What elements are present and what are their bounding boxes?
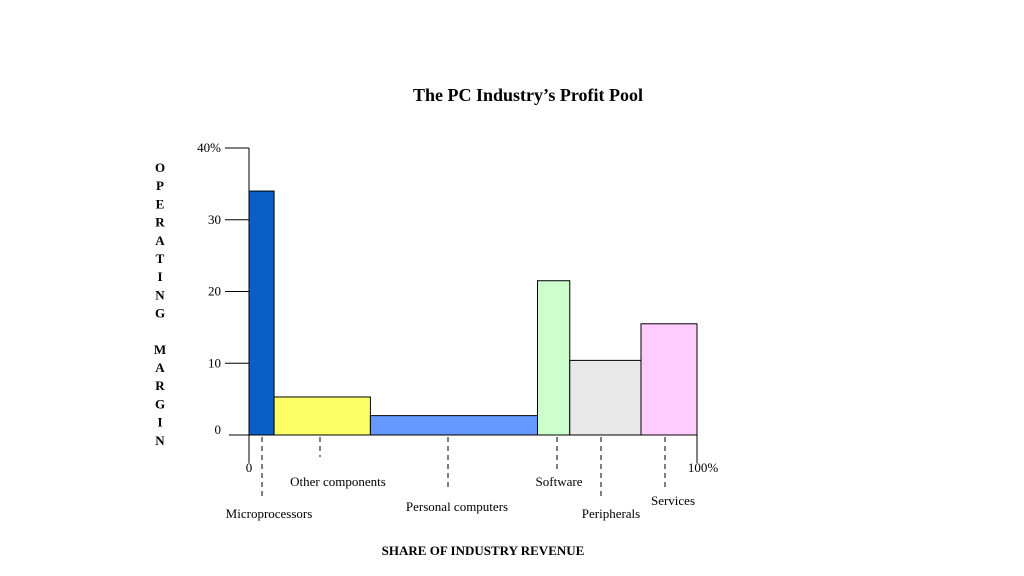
y-label-letter: G xyxy=(155,396,165,411)
y-label-letter: T xyxy=(156,251,165,266)
y-label-letter: N xyxy=(155,433,165,448)
y-label-letter: A xyxy=(155,360,165,375)
bar-other-components xyxy=(273,396,371,436)
y-label-letter: O xyxy=(155,160,165,175)
bar-software xyxy=(537,280,571,436)
y-label-letter: R xyxy=(155,378,165,393)
y-label-letter: N xyxy=(155,287,165,302)
y-label-letter: M xyxy=(154,342,166,357)
chart-title: The PC Industry’s Profit Pool xyxy=(413,85,643,105)
category-label-services: Services xyxy=(651,493,695,508)
y-label-letter: E xyxy=(156,196,165,211)
y-tick-label: 20 xyxy=(208,284,221,299)
y-label-letter: P xyxy=(156,178,164,193)
category-label-other-components: Other components xyxy=(290,474,386,489)
y-label-letter: A xyxy=(155,233,165,248)
x-tick-label: 0 xyxy=(246,460,253,475)
bar-peripherals xyxy=(569,359,642,436)
category-label-software: Software xyxy=(536,474,583,489)
y-tick-label: 10 xyxy=(208,355,221,370)
y-label-letter: G xyxy=(155,306,165,321)
bars-layer xyxy=(248,190,698,436)
x-axis-label: SHARE OF INDUSTRY REVENUE xyxy=(382,543,585,558)
category-label-microprocessors: Microprocessors xyxy=(226,506,313,521)
y-label-letter: I xyxy=(157,415,162,430)
axes-layer: 0 10 20 30 40% 0 100% xyxy=(197,140,718,475)
category-label-personal-computers: Personal computers xyxy=(406,499,508,514)
y-tick-label: 0 xyxy=(215,422,222,437)
bar-personal-computers xyxy=(369,415,539,436)
y-tick-label: 30 xyxy=(208,212,221,227)
y-tick-label: 40% xyxy=(197,140,221,155)
y-label-letter: R xyxy=(155,215,165,230)
x-tick-label: 100% xyxy=(688,460,719,475)
y-label-letter: I xyxy=(157,269,162,284)
category-label-peripherals: Peripherals xyxy=(582,506,640,521)
bar-microprocessors xyxy=(248,190,275,436)
bar-services xyxy=(640,323,698,436)
labels-layer: Microprocessors Other components Personal … xyxy=(226,437,695,521)
